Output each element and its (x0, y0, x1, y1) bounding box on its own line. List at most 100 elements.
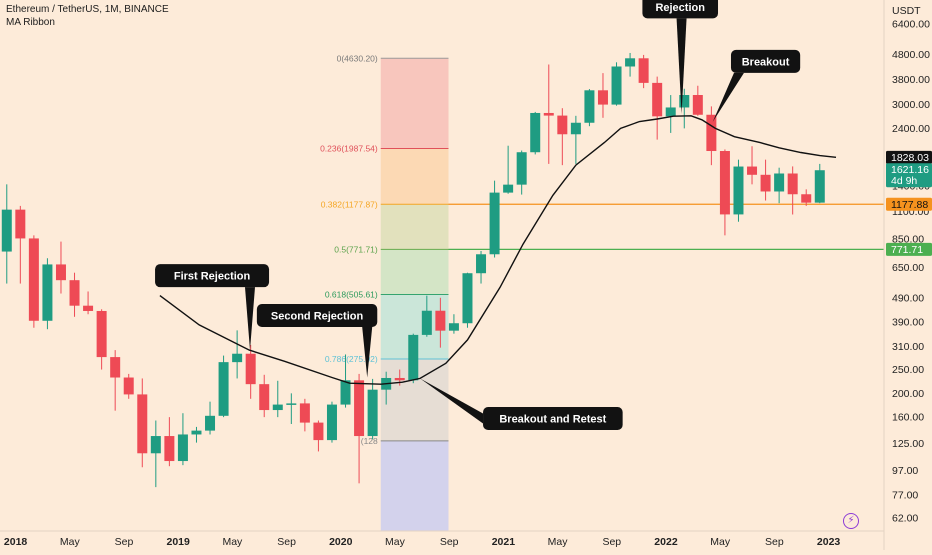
candle-body (706, 114, 717, 152)
candle-body (801, 194, 812, 203)
candle-body (354, 380, 365, 437)
callout-text: First Rejection (174, 271, 251, 283)
candle-body (665, 107, 676, 117)
candle-body (584, 90, 595, 123)
callout-pointer (712, 72, 744, 122)
candle-body (205, 415, 216, 431)
candle-body (313, 422, 324, 441)
candle-body (245, 353, 256, 385)
x-tick-label: May (710, 536, 731, 548)
candle-body (110, 357, 121, 378)
candle-body (137, 394, 148, 454)
candle-body (191, 430, 202, 435)
candle-body (1, 209, 12, 252)
fib-zone (380, 58, 449, 149)
currency-label: USDT (892, 5, 921, 17)
candle-body (259, 384, 270, 411)
candle-body (814, 170, 825, 203)
fib-level-label: 0.618(505.61) (325, 289, 378, 299)
x-tick-label: May (60, 536, 81, 548)
candle-body (638, 58, 649, 83)
candle-body (611, 66, 622, 105)
fib-level-label: (128 (361, 436, 378, 446)
chart-title: Ethereum / TetherUS, 1M, BINANCE (6, 4, 169, 15)
y-tick-label: 97.00 (892, 465, 918, 477)
candle-body (774, 173, 785, 192)
y-tick-label: 6400.00 (892, 18, 930, 30)
x-tick-label: Sep (602, 536, 621, 548)
fib-level-label: 0.5(771.71) (334, 244, 378, 254)
candle-body (489, 192, 500, 255)
y-tick-label: 310.00 (892, 341, 924, 353)
x-tick-label: Sep (277, 536, 296, 548)
candle-body (597, 90, 608, 105)
fib-level-label: 0.236(1987.54) (320, 143, 378, 153)
x-tick-label: May (548, 536, 569, 548)
x-tick-label: 2023 (817, 536, 841, 548)
candle-body (692, 95, 703, 115)
candle-body (530, 112, 541, 153)
y-tick-label: 160.00 (892, 412, 924, 424)
candle-body (435, 310, 446, 331)
y-tick-label: 62.00 (892, 513, 918, 525)
y-tick-label: 390.00 (892, 317, 924, 329)
indicator-label: MA Ribbon (6, 17, 55, 28)
candle-body (516, 152, 527, 185)
price-tag (886, 163, 932, 188)
x-tick-label: May (222, 536, 243, 548)
y-tick-label: 77.00 (892, 490, 918, 502)
x-tick-label: Sep (440, 536, 459, 548)
candle-body (326, 404, 337, 441)
fib-level-label: 0.786(275.92) (325, 354, 378, 364)
price-tag-label: 1621.16 (891, 164, 929, 176)
candle-body (299, 403, 310, 423)
y-tick-label: 200.00 (892, 388, 924, 400)
callout-pointer (244, 287, 255, 351)
y-tick-label: 850.00 (892, 234, 924, 246)
x-tick-label: Sep (765, 536, 784, 548)
callout-box (730, 49, 801, 73)
candle-body (557, 115, 568, 135)
candle-body (719, 151, 730, 215)
price-tag (886, 242, 932, 256)
candle-body (150, 436, 161, 454)
lightning-icon[interactable]: ⚡ (843, 513, 859, 529)
price-tag (886, 150, 932, 164)
candle-body (408, 334, 419, 381)
callout-box (256, 304, 378, 328)
y-tick-label: 650.00 (892, 262, 924, 274)
candle-body (760, 174, 771, 192)
candle-body (503, 184, 514, 193)
x-tick-label: May (385, 536, 406, 548)
candle-body (394, 377, 405, 381)
ma-ribbon-line (159, 115, 837, 385)
callout-text: Breakout and Retest (499, 413, 606, 425)
candle-body (543, 112, 554, 116)
candle-body (177, 434, 188, 462)
callout-pointer (420, 378, 484, 424)
price-tag-label: 771.71 (891, 244, 923, 256)
x-tick-label: 2018 (4, 536, 28, 548)
x-tick-label: 2019 (167, 536, 191, 548)
candle-body (652, 82, 663, 117)
y-tick-label: 2400.00 (892, 123, 930, 135)
price-tag-label: 1177.88 (891, 199, 928, 211)
callout-text: Breakout (742, 56, 790, 68)
fib-zone (380, 204, 449, 250)
price-tag-countdown: 4d 9h (891, 175, 917, 187)
callout-text: Rejection (655, 2, 705, 14)
callout-pointer (362, 327, 373, 378)
candle-body (164, 436, 175, 462)
candle-body (448, 323, 459, 331)
callout-box (483, 406, 623, 430)
callout-pointer (676, 18, 687, 114)
candle-body (679, 95, 690, 108)
fib-level-label: 0.382(1177.87) (321, 199, 378, 209)
fib-zone (380, 440, 449, 531)
y-tick-label: 490.00 (892, 292, 924, 304)
candle-body (123, 377, 134, 395)
y-tick-label: 4800.00 (892, 49, 930, 61)
price-tag (886, 197, 932, 211)
